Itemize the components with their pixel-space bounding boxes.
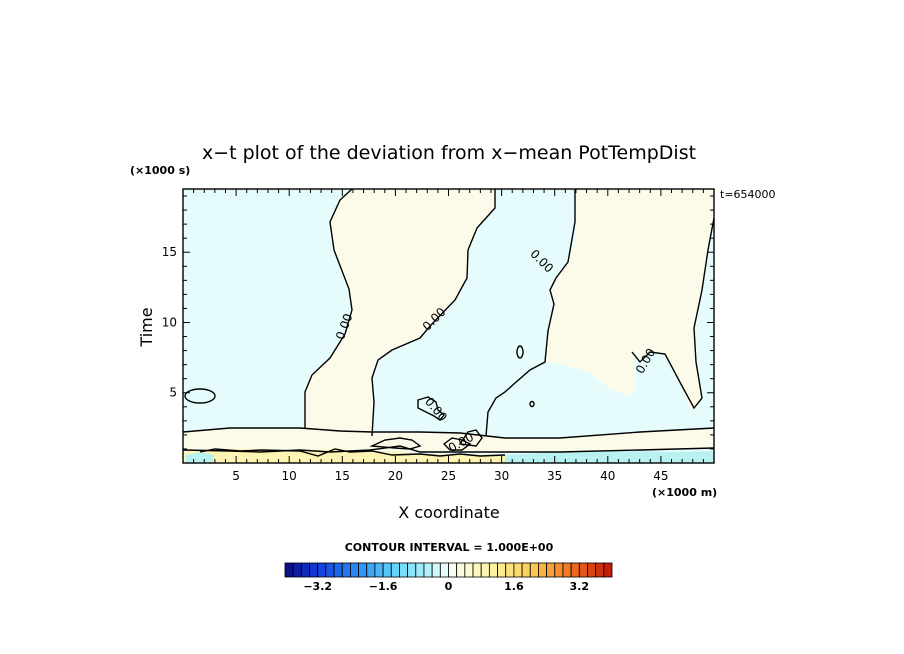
x-axis: 5 10 15 20 25 30 35 40 45 xyxy=(193,189,704,483)
colorbar-swatch xyxy=(513,562,523,578)
contour-closed-mid xyxy=(516,345,524,359)
contour-closed-small xyxy=(529,400,535,408)
time-stamp: t=654000 xyxy=(720,188,776,201)
cool-strip-bottom xyxy=(505,451,714,463)
colorbar-swatch xyxy=(366,562,376,578)
colorbar-swatch xyxy=(415,562,425,578)
colorbar-swatch xyxy=(333,562,343,578)
contour-right-b xyxy=(631,217,715,410)
colorbar-swatch xyxy=(284,562,294,578)
colorbar-swatch xyxy=(521,562,531,578)
x-axis-unit: (×1000 m) xyxy=(652,486,717,499)
y-axis-unit: (×1000 s) xyxy=(130,164,190,177)
colorbar-tick-label: −1.6 xyxy=(369,580,398,593)
colorbar-swatch xyxy=(464,562,474,578)
colorbar-swatch xyxy=(448,562,458,578)
colorbar-swatch xyxy=(407,562,417,578)
colorbar-swatch xyxy=(472,562,482,578)
contour-lower-bottom xyxy=(182,445,715,453)
y-tick-label: 10 xyxy=(162,315,177,329)
colorbar-swatch xyxy=(309,562,319,578)
colorbar-swatch xyxy=(341,562,351,578)
colorbar-swatch xyxy=(390,562,400,578)
contour-interval-label: CONTOUR INTERVAL = 1.000E+00 xyxy=(345,541,554,554)
contour-bottom-wiggle xyxy=(199,448,506,457)
colorbar-swatch xyxy=(349,562,359,578)
x-tick-label: 15 xyxy=(335,469,350,483)
plot-area: 0.00 0.00 0.00 0.00 0.00 0.00 xyxy=(182,188,715,464)
colorbar-swatch xyxy=(497,562,507,578)
colorbar xyxy=(284,562,613,578)
colorbar-swatch xyxy=(456,562,466,578)
x-tick-label: 25 xyxy=(441,469,456,483)
colorbar-swatch xyxy=(595,562,605,578)
colorbar-swatch xyxy=(439,562,449,578)
positive-region-center xyxy=(300,189,495,463)
x-tick-label: 5 xyxy=(232,469,240,483)
x-tick-label: 10 xyxy=(282,469,297,483)
contour-closed-left xyxy=(184,388,216,404)
colorbar-swatch xyxy=(292,562,302,578)
contour-blob-lower2 xyxy=(442,437,472,451)
contour-right-a xyxy=(485,189,576,437)
x-tick-label: 45 xyxy=(653,469,668,483)
y-axis-label: Time xyxy=(137,307,156,347)
colorbar-swatch xyxy=(538,562,547,578)
contour-blob-lower xyxy=(369,437,422,450)
x-axis-label: X coordinate xyxy=(398,503,499,522)
colorbar-swatch xyxy=(325,562,335,578)
y-tick-label: 5 xyxy=(169,386,177,400)
colorbar-swatch xyxy=(399,562,409,578)
contour-blob-center xyxy=(417,396,445,421)
colorbar-swatch xyxy=(578,562,588,578)
colorbar-swatch xyxy=(546,562,556,578)
x-tick-label: 40 xyxy=(600,469,615,483)
colorbar-swatch xyxy=(570,562,580,578)
contour-lower-upper xyxy=(182,427,715,439)
x-tick-label: 20 xyxy=(388,469,403,483)
colorbar-tick-label: 1.6 xyxy=(504,580,524,593)
colorbar-swatch xyxy=(554,562,564,578)
colorbar-swatch xyxy=(488,562,498,578)
colorbar-tick-label: −3.2 xyxy=(303,580,332,593)
y-axis: 5 10 15 xyxy=(162,195,714,450)
colorbar-swatch xyxy=(505,562,515,578)
colorbar-swatch xyxy=(587,562,597,578)
colorbar-ticks: −3.2 −1.6 0 1.6 3.2 xyxy=(303,580,589,593)
x-tick-label: 30 xyxy=(494,469,509,483)
colorbar-swatch xyxy=(562,562,572,578)
colorbar-swatch xyxy=(480,562,490,578)
colorbar-swatch xyxy=(423,562,433,578)
colorbar-swatch xyxy=(317,562,327,578)
colorbar-swatch xyxy=(529,562,539,578)
colorbar-tick-label: 3.2 xyxy=(570,580,590,593)
zero-contours xyxy=(182,188,715,457)
contour-center-left xyxy=(304,188,353,428)
colorbar-swatch xyxy=(382,562,392,578)
colorbar-swatch xyxy=(300,562,310,578)
colorbar-swatch xyxy=(603,562,613,578)
colorbar-swatch xyxy=(431,562,441,578)
contour-center-right xyxy=(371,189,496,437)
chart-title: x−t plot of the deviation from x−mean Po… xyxy=(202,142,696,164)
x-tick-label: 35 xyxy=(547,469,562,483)
colorbar-swatch xyxy=(374,562,384,578)
contour-blob-lower3 xyxy=(458,429,483,447)
positive-region-right xyxy=(545,189,714,410)
y-tick-label: 15 xyxy=(162,245,177,259)
colorbar-tick-label: 0 xyxy=(445,580,453,593)
cool-spot-left xyxy=(186,452,214,463)
colorbar-swatch xyxy=(358,562,368,578)
